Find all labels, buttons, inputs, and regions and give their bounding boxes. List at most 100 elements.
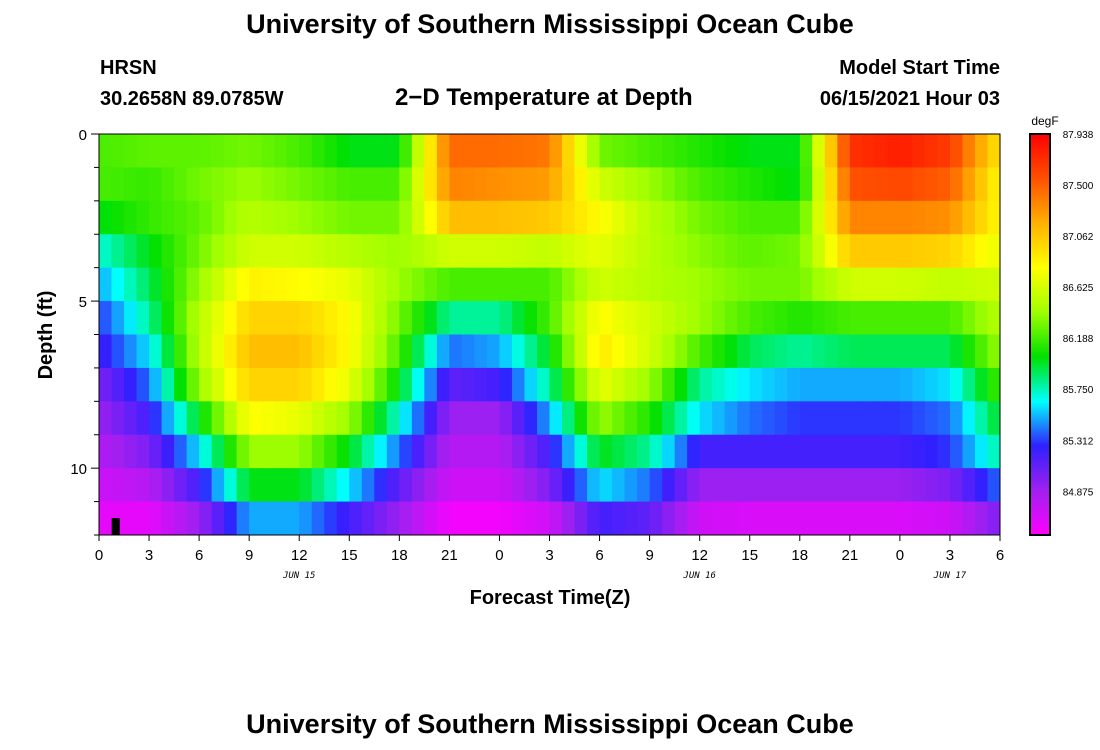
heat-cell: [974, 434, 989, 469]
heat-cell: [812, 167, 826, 202]
heat-cell: [136, 234, 150, 269]
heat-cell: [299, 167, 313, 202]
heat-cell: [862, 134, 876, 169]
heat-cell: [174, 367, 188, 402]
heat-cell: [649, 234, 663, 269]
heat-cell: [874, 468, 888, 503]
heat-cell: [787, 134, 801, 169]
heat-cell: [261, 167, 275, 202]
heat-cell: [749, 401, 763, 436]
heat-cell: [486, 267, 501, 302]
heat-cell: [424, 301, 438, 336]
heat-cell: [324, 434, 338, 469]
heat-cell: [712, 200, 726, 235]
heat-cell: [111, 267, 125, 302]
heat-cell: [524, 301, 538, 336]
heat-cell: [924, 401, 939, 436]
y-tick-label: 0: [79, 127, 87, 144]
heat-cell: [874, 200, 888, 235]
x-tick-label: 15: [341, 547, 358, 564]
heat-cell: [136, 468, 150, 503]
heat-cell: [311, 434, 325, 469]
heat-cell: [499, 367, 513, 402]
heat-cell: [662, 267, 676, 302]
heat-cell: [224, 167, 238, 202]
heat-cell: [924, 267, 939, 302]
heat-cell: [374, 234, 388, 269]
heat-cell: [549, 234, 563, 269]
heat-cell: [286, 367, 300, 402]
colorbar-gradient: [1029, 133, 1051, 536]
heat-cell: [987, 334, 1000, 369]
heat-cell: [486, 401, 501, 436]
heat-cell: [937, 134, 951, 169]
heat-cell: [837, 434, 851, 469]
heat-cell: [111, 234, 125, 269]
heat-cell: [787, 234, 801, 269]
heat-cell: [211, 200, 225, 235]
heat-cell: [524, 234, 538, 269]
heat-cell: [674, 501, 688, 535]
heat-cell: [149, 301, 163, 336]
heat-cell: [124, 367, 138, 402]
heat-cell: [699, 501, 713, 535]
heat-cell: [899, 401, 913, 436]
heat-cell: [949, 401, 964, 436]
heat-cell: [962, 134, 976, 169]
heat-cell: [762, 301, 776, 336]
heat-cell: [649, 501, 663, 535]
heat-cell: [211, 501, 225, 535]
heat-cell: [762, 468, 776, 503]
heat-cell: [637, 234, 651, 269]
heat-cell: [136, 334, 150, 369]
heat-cell: [949, 367, 964, 402]
heat-cell: [536, 200, 551, 235]
heat-cell: [724, 134, 738, 169]
heat-cell: [799, 134, 813, 169]
heat-cell: [712, 267, 726, 302]
x-tick-label: 3: [145, 547, 153, 564]
heat-cell: [749, 234, 763, 269]
heat-cell: [149, 167, 163, 202]
heat-cell: [737, 434, 751, 469]
heat-cell: [149, 200, 163, 235]
heat-cell: [662, 234, 676, 269]
heat-cell: [361, 200, 375, 235]
heat-cell: [274, 367, 288, 402]
heat-cell: [111, 468, 125, 503]
heat-cell: [912, 301, 926, 336]
heat-cell: [637, 501, 651, 535]
heat-cell: [111, 134, 125, 169]
heat-cell: [386, 267, 400, 302]
heat-cell: [887, 200, 901, 235]
heat-cell: [361, 167, 375, 202]
heat-cell: [812, 334, 826, 369]
heat-cell: [311, 468, 325, 503]
heat-cell: [436, 401, 450, 436]
heat-cell: [99, 167, 113, 202]
heat-cell: [124, 501, 138, 535]
x-tick-label: 3: [946, 547, 954, 564]
heat-cell: [737, 401, 751, 436]
heat-cell: [724, 267, 738, 302]
heat-cell: [987, 501, 1000, 535]
heat-cell: [699, 334, 713, 369]
heat-cell: [624, 501, 638, 535]
heat-cell: [461, 234, 476, 269]
heat-cell: [399, 334, 413, 369]
heat-cell: [161, 200, 175, 235]
heat-cell: [486, 468, 501, 503]
heat-cell: [987, 200, 1000, 235]
heat-cell: [374, 267, 388, 302]
heat-cell: [261, 334, 275, 369]
heat-cell: [974, 167, 989, 202]
x-tick-label: 15: [741, 547, 758, 564]
heat-cell: [612, 301, 626, 336]
heat-cell: [286, 301, 300, 336]
heat-cell: [249, 367, 263, 402]
colorbar-label: 85.312: [1063, 436, 1094, 447]
heat-cell: [549, 301, 563, 336]
heat-cell: [874, 234, 888, 269]
heat-cell: [937, 234, 951, 269]
heat-cell: [937, 468, 951, 503]
